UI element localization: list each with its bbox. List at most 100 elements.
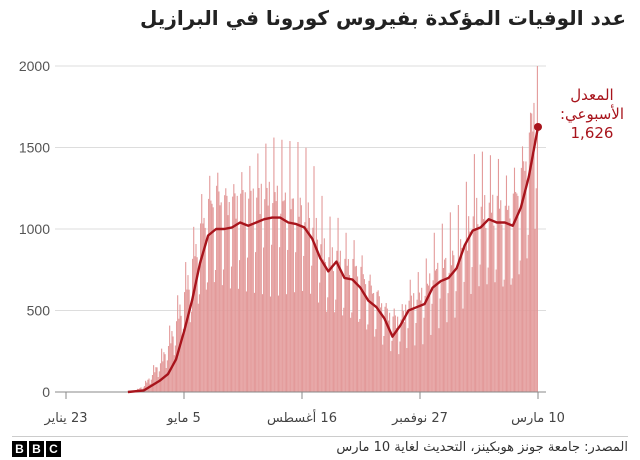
daily-bar	[344, 258, 346, 392]
daily-bar	[319, 282, 321, 392]
y-tick-label: 1000	[19, 221, 50, 237]
daily-bar	[393, 308, 395, 392]
daily-bars	[129, 66, 538, 393]
daily-bar	[520, 167, 522, 392]
daily-bar	[302, 290, 304, 392]
daily-bar	[402, 310, 404, 392]
daily-bar	[314, 246, 316, 392]
daily-bar	[178, 318, 180, 392]
daily-bar	[442, 267, 445, 392]
daily-bar	[496, 195, 498, 392]
daily-bar	[399, 341, 401, 392]
daily-bar	[202, 223, 204, 392]
daily-bar	[361, 255, 363, 392]
bbc-logo-letter: C	[46, 441, 61, 457]
daily-bar	[217, 172, 219, 392]
daily-bar	[281, 139, 283, 392]
daily-bar	[384, 306, 386, 392]
daily-bar	[430, 334, 432, 392]
daily-bar	[347, 259, 349, 392]
daily-bar	[438, 328, 440, 392]
daily-bar	[289, 141, 291, 392]
daily-bar	[493, 225, 495, 392]
daily-bar	[339, 250, 341, 392]
bbc-logo-letter: B	[12, 441, 27, 457]
daily-bar	[510, 284, 512, 392]
daily-bar	[244, 192, 246, 392]
daily-bar	[171, 331, 173, 392]
daily-bar	[425, 258, 427, 392]
daily-bar	[256, 197, 258, 392]
daily-bar	[420, 300, 422, 392]
daily-bar	[210, 200, 212, 392]
daily-bar	[483, 219, 485, 392]
daily-bar	[533, 102, 535, 392]
daily-bar	[335, 299, 337, 392]
daily-bar	[407, 328, 409, 392]
daily-bar	[291, 198, 293, 392]
daily-bar	[276, 185, 278, 392]
daily-bar	[306, 227, 308, 392]
daily-bar	[432, 280, 434, 392]
weekly-average-line	[127, 126, 540, 394]
daily-bar	[159, 363, 162, 392]
daily-bar	[213, 282, 215, 392]
daily-bar	[164, 354, 166, 392]
daily-bar	[374, 336, 376, 392]
daily-bar	[462, 308, 464, 392]
daily-bar	[226, 195, 228, 392]
daily-bar	[238, 260, 241, 392]
daily-bar	[279, 247, 281, 392]
daily-bar	[165, 367, 167, 392]
daily-bar	[414, 345, 416, 392]
daily-bar	[232, 196, 234, 392]
daily-bar	[156, 367, 158, 392]
daily-bar	[504, 205, 506, 392]
daily-bar	[492, 194, 494, 392]
daily-bar	[264, 199, 266, 392]
daily-bar	[342, 315, 344, 392]
daily-bar	[365, 284, 367, 392]
daily-bar	[299, 197, 301, 392]
daily-bar	[334, 312, 336, 392]
daily-bar	[478, 286, 480, 392]
daily-bar	[203, 217, 205, 392]
daily-bar	[331, 247, 333, 392]
daily-bar	[371, 293, 373, 392]
daily-bar	[434, 270, 436, 392]
x-tick-label: 16 أغسطس	[267, 409, 337, 426]
daily-bar	[481, 151, 483, 392]
daily-bar	[358, 321, 360, 392]
daily-bar	[532, 131, 534, 393]
daily-bar	[234, 193, 236, 392]
daily-bar	[323, 238, 325, 392]
daily-bar	[515, 191, 517, 392]
daily-bar	[516, 193, 518, 392]
daily-bar	[251, 224, 253, 392]
daily-bar	[531, 113, 533, 392]
daily-bar	[354, 266, 356, 392]
daily-bar	[508, 205, 510, 392]
daily-bar	[214, 269, 217, 392]
daily-bar	[212, 207, 214, 392]
daily-bar	[255, 252, 257, 392]
daily-bar	[470, 293, 472, 392]
daily-bar	[534, 228, 536, 392]
daily-bar	[161, 348, 163, 392]
daily-bar	[247, 257, 249, 392]
daily-bar	[273, 137, 275, 392]
daily-bar	[332, 271, 335, 392]
daily-bar	[433, 232, 435, 392]
daily-bar	[477, 224, 479, 392]
daily-bar	[283, 200, 285, 392]
daily-bar	[197, 303, 199, 392]
daily-bar	[320, 244, 322, 392]
daily-bar	[503, 279, 505, 392]
x-tick-label: 5 مايو	[166, 411, 201, 426]
daily-bar	[243, 222, 245, 392]
annotation-text: الأسبوعي:	[560, 104, 624, 124]
daily-bar	[181, 339, 183, 392]
daily-bar	[418, 292, 420, 392]
daily-bar	[312, 227, 314, 392]
daily-bar	[408, 300, 410, 392]
